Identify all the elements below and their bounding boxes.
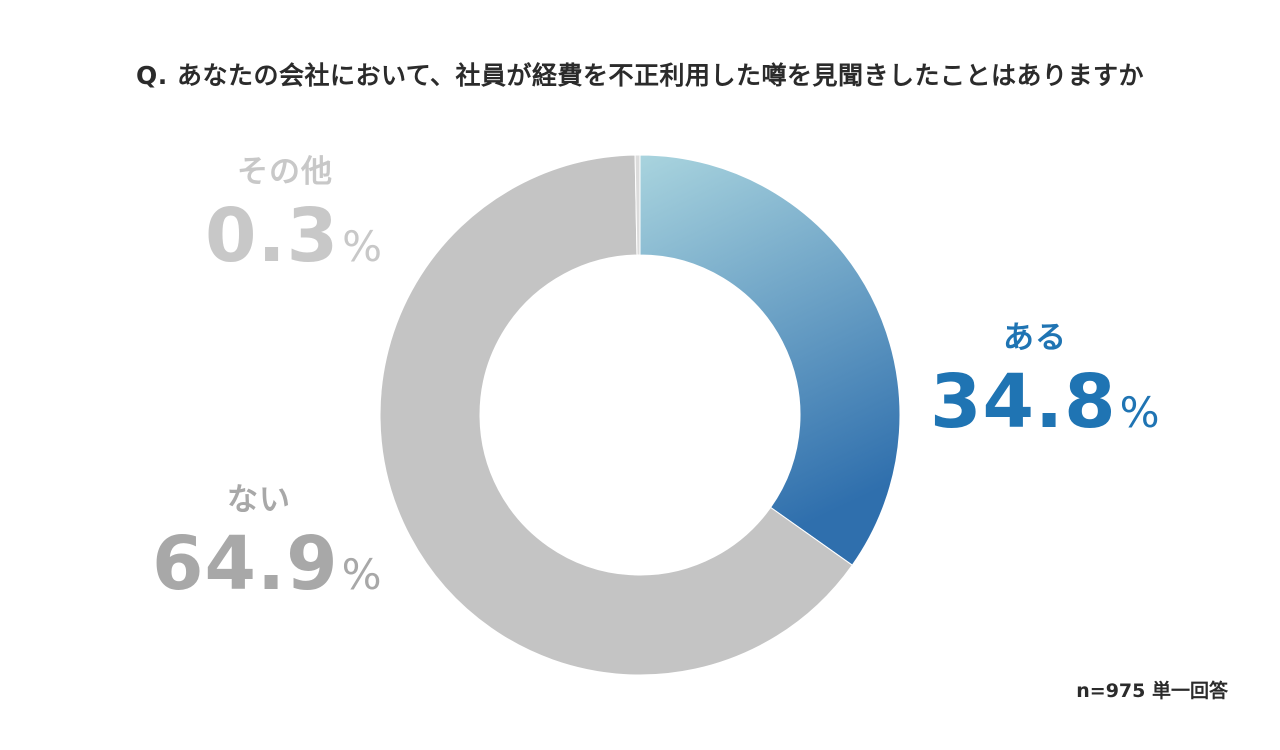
- category-label-other: その他: [237, 154, 333, 190]
- slice-aru: [639, 154, 901, 566]
- chart-title: Q. あなたの会社において、社員が経費を不正利用した噂を見聞きしたことはあります…: [136, 61, 1144, 90]
- label-aru: ある 34.8%: [930, 312, 1160, 439]
- sample-note: n=975 単一回答: [1076, 680, 1228, 702]
- value-label-aru: 34.8%: [930, 365, 1160, 439]
- value-number-other: 0.3: [205, 193, 340, 279]
- value-number-nai: 64.9: [152, 521, 339, 607]
- slice-other: [634, 154, 641, 256]
- value-label-nai: 64.9%: [152, 527, 382, 601]
- label-other: その他 0.3%: [205, 146, 382, 273]
- value-label-other: 0.3%: [205, 199, 382, 273]
- label-nai: ない 64.9%: [152, 474, 382, 601]
- category-label-aru: ある: [1003, 320, 1067, 356]
- value-unit-nai: %: [341, 550, 382, 599]
- value-number-aru: 34.8: [930, 359, 1117, 445]
- category-label-nai: ない: [227, 482, 291, 518]
- slice-nai: [379, 154, 853, 676]
- value-unit-other: %: [342, 222, 383, 271]
- value-unit-aru: %: [1119, 388, 1160, 437]
